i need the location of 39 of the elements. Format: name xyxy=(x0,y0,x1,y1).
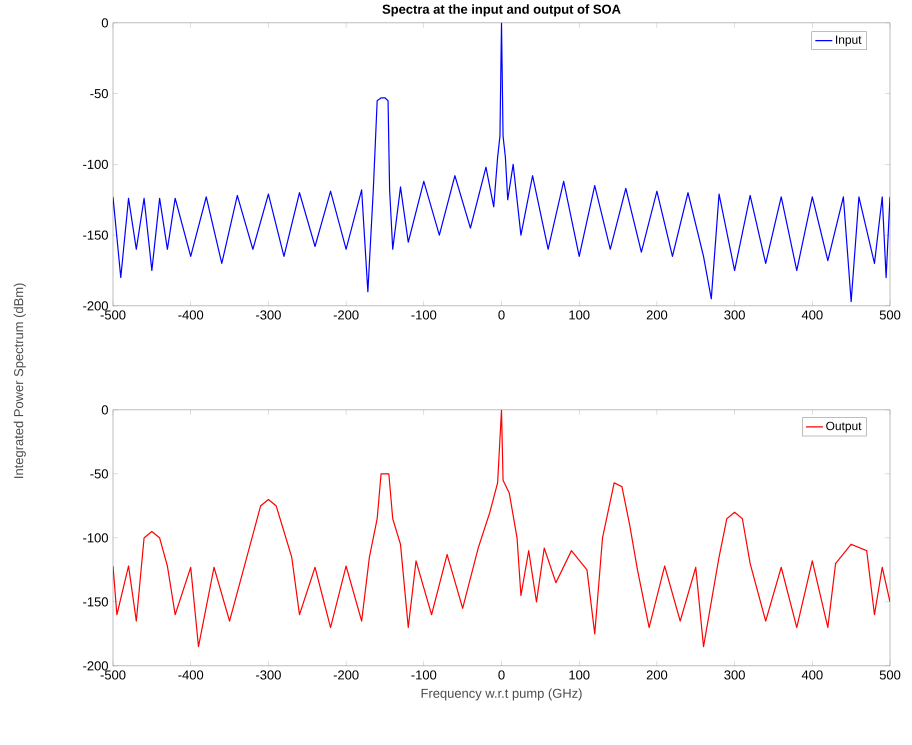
x-tick-label: -500 xyxy=(100,670,126,680)
y-tick-label: -150 xyxy=(83,230,108,240)
line-series xyxy=(113,410,890,648)
x-tick-label: 400 xyxy=(802,670,823,680)
y-tick-label: -200 xyxy=(83,301,108,311)
chart-title: Spectra at the input and output of SOA xyxy=(382,4,621,16)
x-tick-label: 300 xyxy=(724,670,745,680)
y-tick-label: -200 xyxy=(83,661,108,671)
x-tick-label: -300 xyxy=(256,310,281,320)
x-tick-label: 500 xyxy=(880,310,900,320)
x-tick-label: -200 xyxy=(334,670,359,680)
legend-label: Input xyxy=(836,36,862,46)
y-tick-label: -150 xyxy=(83,597,108,607)
legend-label: Output xyxy=(826,422,862,433)
y-tick-label: -50 xyxy=(90,89,108,98)
x-tick-label: 0 xyxy=(498,310,505,320)
y-tick-label: 0 xyxy=(102,18,108,28)
x-tick-label: -100 xyxy=(411,670,436,680)
x-tick-label: 300 xyxy=(724,310,745,320)
y-tick-label: -100 xyxy=(83,533,108,543)
x-tick-label: -400 xyxy=(178,310,204,320)
x-tick-label: 100 xyxy=(569,670,590,680)
x-tick-label: -300 xyxy=(256,670,281,680)
x-tick-label: 400 xyxy=(802,310,823,320)
x-tick-label: -400 xyxy=(178,670,204,680)
y-tick-label: -50 xyxy=(90,469,108,479)
x-tick-label: 200 xyxy=(646,310,668,320)
x-tick-label: 100 xyxy=(569,310,590,320)
x-tick-label: -200 xyxy=(334,310,359,320)
x-tick-label: 0 xyxy=(498,670,505,680)
x-tick-label: 500 xyxy=(880,670,900,680)
x-tick-label: -500 xyxy=(100,310,126,320)
x-tick-label: -100 xyxy=(411,310,436,320)
x-tick-label: 200 xyxy=(646,670,668,680)
y-tick-label: -100 xyxy=(83,160,108,170)
y-axis-title: Integrated Power Spectrum (dBm) xyxy=(14,284,26,478)
y-tick-label: 0 xyxy=(102,405,108,415)
x-axis-title: Frequency w.r.t pump (GHz) xyxy=(422,688,582,701)
line-series xyxy=(113,22,890,302)
